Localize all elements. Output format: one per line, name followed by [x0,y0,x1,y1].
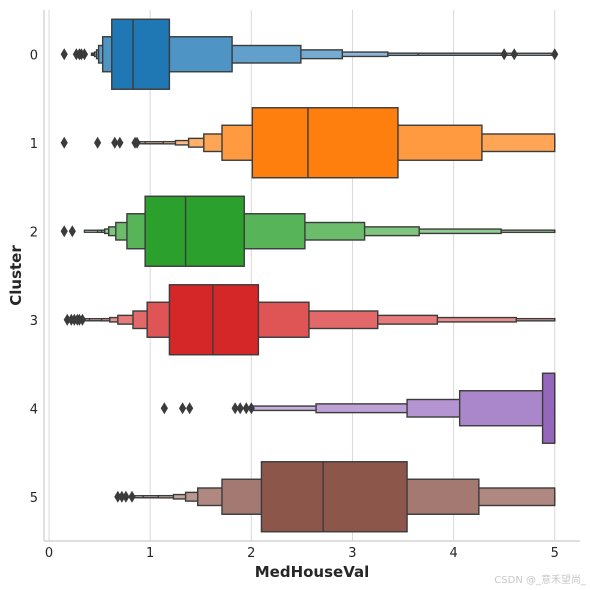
outlier-point [114,490,122,503]
x-tick-label: 5 [551,546,559,561]
outlier-point [80,48,89,61]
gridlines [48,10,556,541]
outlier-point [78,313,87,326]
boxen-cluster-0 [60,18,559,90]
outlier-point [118,490,126,503]
boxen-box-level-1 [111,18,171,90]
outlier-point [60,48,68,61]
outlier-point [63,313,71,326]
outlier-point [60,225,68,238]
y-tick-label: 0 [30,48,38,63]
outlier-point [94,136,102,149]
outlier-point [231,402,239,415]
y-tick-label: 2 [30,225,38,240]
outlier-point [116,136,124,149]
outlier-point [160,402,168,415]
x-tick-label: 0 [45,546,53,561]
boxen-box-level-2 [458,390,556,427]
outlier-point [242,402,250,415]
outlier-point [236,402,244,415]
outlier-point [128,490,136,503]
boxen-cluster-1 [60,107,556,179]
outlier-point [186,402,194,415]
boxen-box-level-1 [251,107,399,179]
boxen-cluster-2 [60,195,556,267]
boxen-box-level-1 [541,372,556,444]
outlier-point [68,225,76,238]
y-tick-label: 3 [30,314,38,329]
y-tick-label: 5 [30,491,38,506]
x-tick-label: 4 [449,546,457,561]
outlier-point [510,48,518,61]
x-axis-label: MedHouseVal [255,563,370,581]
outlier-point [133,136,141,149]
axes: 0 1 2 3 4 5 0 1 2 3 4 5 [30,10,580,561]
outlier-point [247,402,255,415]
y-axis-label: Cluster [7,245,25,306]
boxen-cluster-3 [63,284,556,356]
boxen-marks [60,18,559,533]
boxen-box-level-1 [260,461,408,533]
outlier-point [551,48,559,61]
boxen-cluster-5 [114,461,556,533]
watermark: CSDN @_意禾望尚_ [494,575,586,586]
outlier-point [178,402,187,415]
outlier-point [122,490,130,503]
y-tick-label: 1 [30,137,38,152]
outlier-point [60,136,68,149]
outlier-point [500,48,508,61]
boxen-box-level-1 [144,195,245,267]
boxen-cluster-4 [160,372,556,444]
x-tick-label: 2 [247,546,255,561]
y-tick-label: 4 [30,402,38,417]
outlier-point [111,136,119,149]
boxen-box-level-1 [168,284,260,356]
x-tick-label: 1 [146,546,154,561]
x-tick-label: 3 [348,546,356,561]
